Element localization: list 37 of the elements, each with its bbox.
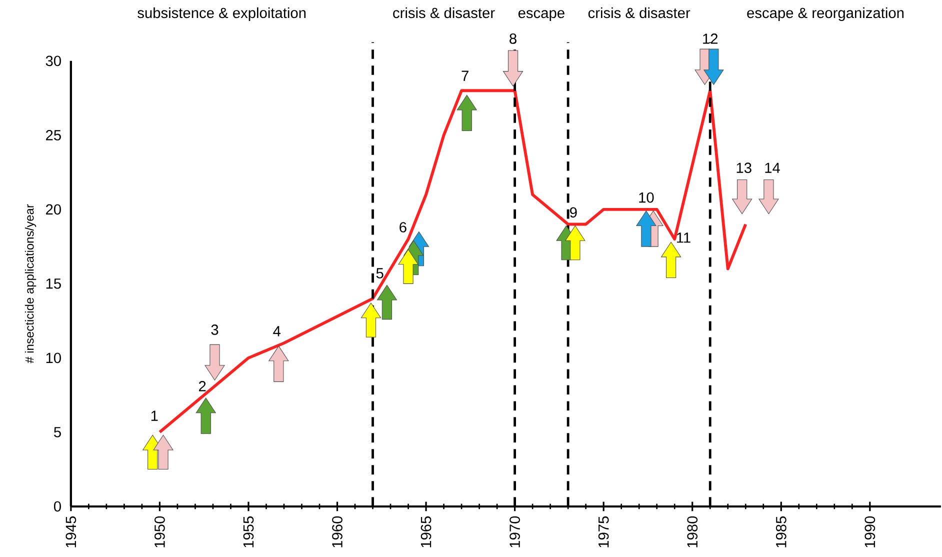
- annotation: 2: [198, 380, 206, 392]
- y-tick-label: 0: [54, 501, 61, 512]
- annotation: 13: [736, 162, 752, 173]
- annotation: 9: [570, 207, 577, 218]
- y-axis-title: # insecticide applications/year: [24, 204, 36, 364]
- x-tick-label: 1955: [243, 516, 254, 548]
- x-tick-label: 1950: [154, 516, 165, 548]
- y-tick-label: 5: [54, 426, 61, 438]
- x-tick-label: 1970: [510, 516, 520, 548]
- text: crisis & disaster: [393, 7, 495, 18]
- y-tick-label: 15: [46, 278, 61, 289]
- y-tick-label: 20: [46, 204, 61, 214]
- x-tick-label: 1960: [332, 516, 342, 548]
- annotation: 14: [765, 162, 780, 173]
- annotation: 5: [376, 268, 384, 278]
- annotation: 4: [273, 326, 281, 336]
- annotation: 3: [211, 324, 218, 335]
- text: crisis & disaster: [588, 7, 690, 18]
- y-tick-label: 30: [46, 56, 61, 66]
- text: escape & reorganization: [747, 7, 904, 21]
- x-tick-label: 1945: [66, 516, 76, 548]
- x-tick-label: 1985: [776, 516, 786, 548]
- text: subsistence & exploitation: [138, 7, 306, 21]
- text: 8: [510, 33, 516, 44]
- x-tick-label: 1990: [864, 516, 876, 548]
- x-tick-label: 1965: [420, 516, 432, 548]
- annotation: 11: [676, 232, 690, 243]
- annotation: 1: [151, 410, 158, 421]
- x-tick-label: 1980: [687, 516, 698, 548]
- text: 12: [703, 33, 718, 44]
- text: escape: [518, 10, 564, 21]
- x-tick-label: 1975: [598, 516, 609, 548]
- annotation: 7: [462, 70, 468, 81]
- annotation: 10: [639, 192, 654, 203]
- annotation: 6: [400, 222, 406, 232]
- y-tick-label: 25: [46, 130, 61, 140]
- y-tick-label: 10: [46, 352, 61, 363]
